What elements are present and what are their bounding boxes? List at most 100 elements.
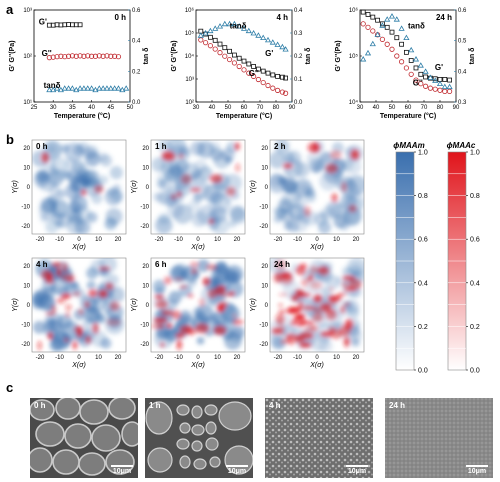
maac-blob bbox=[164, 152, 177, 162]
maam-blob bbox=[107, 274, 119, 286]
tan-delta-point bbox=[119, 86, 126, 93]
x-tick-label: 70 bbox=[421, 105, 428, 111]
colorbar-label: ϕMAAm bbox=[393, 141, 424, 150]
maac-blob bbox=[330, 150, 342, 160]
gprime-point bbox=[217, 41, 223, 47]
density-map-5: 24 h -20 -20 -10 -10 0 0 10 10 20 20 X(σ) Y(σ) bbox=[250, 257, 365, 369]
gprime-point bbox=[227, 48, 233, 54]
y2-tick-label: 0.3 bbox=[294, 31, 303, 37]
y2-axis-label: tan δ bbox=[469, 48, 476, 65]
series-label-tand: tanδ bbox=[44, 81, 61, 90]
maac-blob bbox=[278, 309, 286, 314]
tan-delta-point bbox=[231, 20, 238, 27]
y-tick-label: 0 bbox=[265, 303, 269, 309]
maac-blob bbox=[219, 286, 226, 290]
tan-delta-point bbox=[360, 56, 367, 62]
y2-axis-label: tan δ bbox=[143, 48, 150, 65]
gdoubleprime-point bbox=[73, 53, 79, 59]
colorbar-tick-label: 0.8 bbox=[418, 193, 428, 200]
y-tick-label: 10³ bbox=[23, 8, 32, 14]
gdoubleprime-point bbox=[403, 65, 409, 71]
scale-line bbox=[346, 465, 368, 467]
tan-delta-point bbox=[96, 85, 103, 91]
gdoubleprime-point bbox=[222, 53, 228, 59]
tan-delta-point bbox=[73, 86, 80, 93]
x-axis-label: X(σ) bbox=[71, 244, 86, 251]
maam-blob bbox=[172, 204, 193, 224]
colorbar-tick-label: 0.0 bbox=[470, 368, 480, 375]
maac-blob bbox=[312, 313, 324, 323]
maac-blob bbox=[51, 304, 57, 314]
tan-delta-point bbox=[115, 85, 122, 91]
y-tick-label: 20 bbox=[261, 264, 268, 270]
maam-blob bbox=[309, 331, 329, 352]
gprime-point bbox=[360, 9, 366, 15]
maac-blob bbox=[37, 340, 42, 351]
gdoubleprime-point bbox=[265, 82, 271, 89]
scale-line bbox=[111, 465, 133, 467]
maam-blob bbox=[152, 279, 167, 293]
maam-blob bbox=[55, 189, 66, 199]
maac-blob bbox=[309, 281, 323, 290]
gprime-point bbox=[408, 58, 414, 63]
gdoubleprime-point bbox=[427, 85, 433, 91]
x-tick-label: 10 bbox=[333, 237, 340, 243]
maam-blob bbox=[197, 259, 210, 273]
x-tick-label: 10 bbox=[214, 237, 221, 243]
maam-blob bbox=[47, 323, 57, 333]
maac-blob bbox=[348, 204, 357, 213]
y-tick-label: -20 bbox=[21, 342, 30, 348]
colorbar-tick-label: 0.2 bbox=[418, 324, 428, 331]
tan-delta-point bbox=[100, 85, 107, 91]
maam-blob bbox=[228, 327, 244, 343]
y-tick-label: 10⁵ bbox=[349, 53, 359, 60]
gprime-point bbox=[375, 17, 381, 23]
scale-line bbox=[466, 465, 488, 467]
map-blobs bbox=[32, 140, 123, 234]
maam-blob bbox=[325, 274, 341, 290]
x-tick-label: 40 bbox=[88, 105, 95, 111]
maac-blob bbox=[278, 293, 288, 297]
maac-blob bbox=[154, 294, 164, 299]
maac-blob bbox=[51, 262, 63, 268]
gdoubleprime-point bbox=[236, 63, 242, 70]
tan-delta-point bbox=[260, 34, 267, 40]
maac-blob bbox=[277, 271, 290, 277]
gprime-point bbox=[418, 71, 424, 77]
gdoubleprime-point bbox=[408, 71, 414, 77]
tan-delta-point bbox=[250, 29, 257, 36]
y-axis-label: Y(σ) bbox=[250, 298, 257, 312]
maac-blob bbox=[160, 342, 165, 348]
map-title: 4 h bbox=[36, 260, 48, 269]
tan-delta-point bbox=[80, 85, 88, 91]
y2-tick-label: 0.0 bbox=[294, 100, 303, 106]
tan-delta-point bbox=[384, 16, 391, 22]
series-label-gp: G' bbox=[435, 63, 443, 72]
y-tick-label: -10 bbox=[140, 323, 149, 329]
maac-blob bbox=[41, 152, 50, 163]
maac-blob bbox=[232, 319, 244, 325]
scale-label: 10μm bbox=[112, 468, 132, 475]
gdoubleprime-point bbox=[77, 53, 83, 59]
gdoubleprime-point bbox=[379, 36, 385, 42]
maam-blob bbox=[104, 217, 118, 231]
maam-blob bbox=[344, 157, 362, 175]
tan-delta-point bbox=[408, 46, 415, 53]
tan-delta-point bbox=[221, 20, 228, 27]
maac-blob bbox=[98, 289, 108, 298]
maac-blob bbox=[76, 326, 83, 338]
gprime-point bbox=[222, 45, 228, 51]
tan-delta-point bbox=[422, 68, 429, 74]
maam-blob bbox=[196, 336, 205, 345]
gdoubleprime-point bbox=[203, 40, 209, 46]
maac-blob bbox=[72, 291, 81, 296]
maac-blob bbox=[298, 263, 308, 269]
maam-blob bbox=[108, 286, 125, 303]
gprime-point bbox=[77, 22, 83, 28]
maac-blob bbox=[56, 267, 62, 277]
colorbar-tick-label: 0.4 bbox=[470, 280, 480, 287]
sem-image-24h: 24 h 10μm bbox=[385, 398, 493, 478]
tan-delta-point bbox=[446, 83, 453, 90]
tan-delta-point bbox=[53, 85, 61, 91]
